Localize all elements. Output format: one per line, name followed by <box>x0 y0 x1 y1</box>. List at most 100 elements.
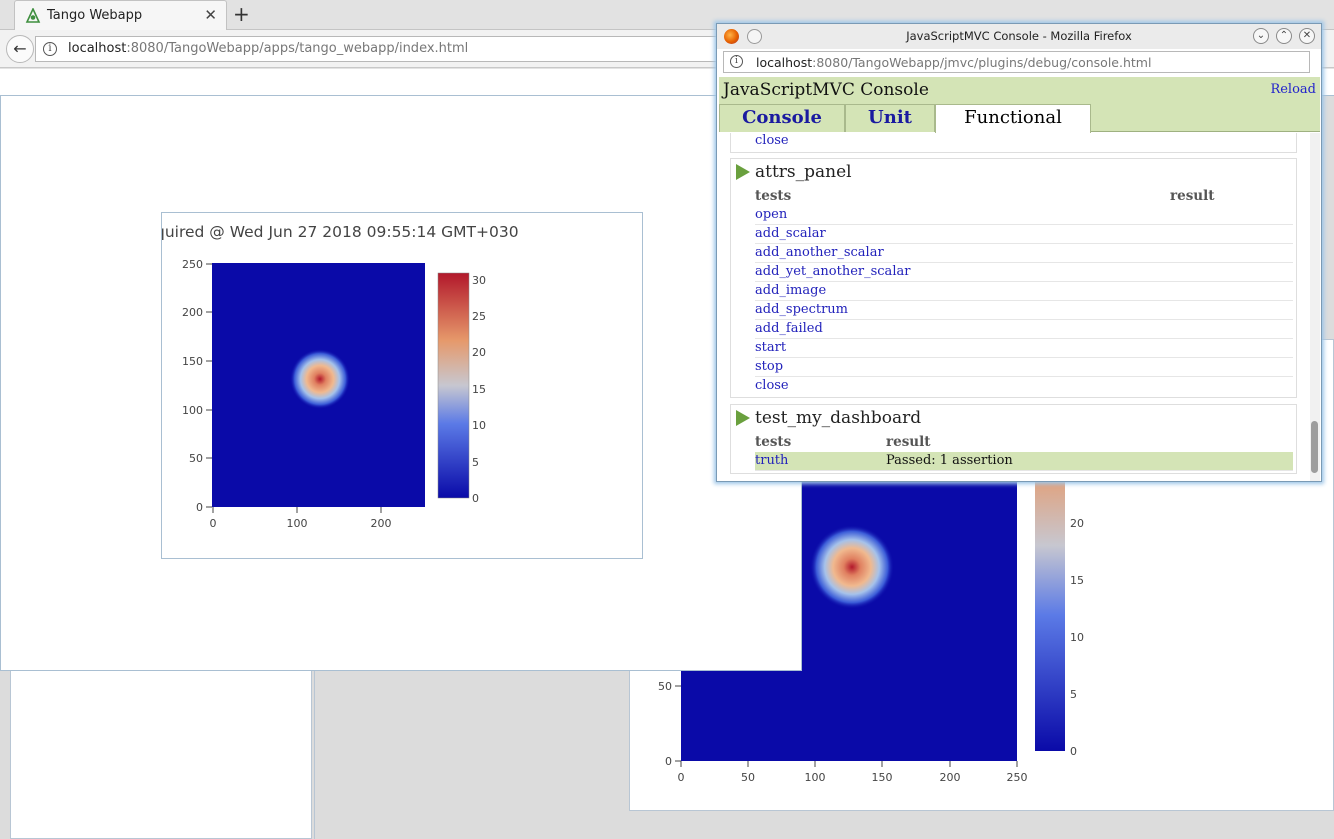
tab-close-icon[interactable]: ✕ <box>204 6 217 24</box>
test-row[interactable]: add_failed <box>755 320 1293 339</box>
x-tick-100: 100 <box>287 517 308 530</box>
play-icon[interactable] <box>736 164 750 180</box>
console-header: JavaScriptMVC Console Reload <box>719 77 1320 104</box>
test-row[interactable]: add_another_scalar <box>755 244 1293 263</box>
test-row[interactable]: close <box>755 133 1293 151</box>
y-tick-200: 200 <box>182 306 203 319</box>
image-plot: quired @ Wed Jun 27 2018 09:55:14 GMT+03… <box>161 212 643 559</box>
bg-x-tick-50: 50 <box>741 771 755 784</box>
test-row[interactable]: open <box>755 206 1293 225</box>
plot-title: quired @ Wed Jun 27 2018 09:55:14 GMT+03… <box>161 223 519 241</box>
test-row[interactable]: add_yet_another_scalar <box>755 263 1293 282</box>
test-name[interactable]: close <box>755 378 789 393</box>
minimize-icon[interactable]: ⌄ <box>1253 28 1269 44</box>
y-tick-50: 50 <box>189 452 203 465</box>
console-title: JavaScriptMVC Console <box>723 80 929 100</box>
background-colorbar-ticks: 20 15 10 5 0 <box>1070 517 1084 758</box>
colorbar <box>437 272 470 499</box>
bg-cbar-tick-15: 15 <box>1070 574 1084 587</box>
test-name[interactable]: open <box>755 207 788 222</box>
console-titlebar: JavaScriptMVC Console - Mozilla Firefox … <box>717 24 1321 49</box>
tab-functional[interactable]: Functional <box>935 104 1091 133</box>
background-x-axis: 0 50 100 150 200 250 <box>678 761 1028 784</box>
y-tick-250: 250 <box>182 258 203 271</box>
scrollbar-thumb[interactable] <box>1311 421 1318 473</box>
y-tick-0: 0 <box>196 501 203 514</box>
test-name[interactable]: start <box>755 340 787 355</box>
col-tests: tests <box>755 434 792 450</box>
cbar-tick-15: 15 <box>472 383 486 396</box>
test-name[interactable]: add_image <box>755 283 827 298</box>
console-site-info-icon[interactable]: i <box>730 55 743 68</box>
cbar-tick-10: 10 <box>472 419 486 432</box>
tab-unit[interactable]: Unit <box>845 104 935 132</box>
suite-name: attrs_panel <box>755 162 852 182</box>
tab-title: Tango Webapp <box>47 8 143 23</box>
test-name[interactable]: stop <box>755 359 784 374</box>
background-y-axis: 50 0 <box>658 680 681 768</box>
tab-bar: Tango Webapp ✕ + <box>0 0 1334 30</box>
test-name[interactable]: add_another_scalar <box>755 245 884 260</box>
y-tick-150: 150 <box>182 355 203 368</box>
test-name[interactable]: add_yet_another_scalar <box>755 264 911 279</box>
url-host: localhost <box>68 41 127 56</box>
cbar-tick-5: 5 <box>472 456 479 469</box>
test-row[interactable]: add_spectrum <box>755 301 1293 320</box>
colorbar-ticks: 30 25 20 15 10 5 0 <box>472 274 486 505</box>
test-name[interactable]: add_scalar <box>755 226 826 241</box>
console-url-text: localhost:8080/TangoWebapp/jmvc/plugins/… <box>756 55 1151 70</box>
col-tests: tests <box>755 188 792 204</box>
url-bar[interactable]: i localhost:8080/TangoWebapp/apps/tango_… <box>35 36 755 62</box>
suite-attrs-panel: attrs_panel tests result open add_scalar… <box>730 158 1297 398</box>
console-url-bar[interactable]: i localhost:8080/TangoWebapp/jmvc/plugin… <box>723 51 1310 73</box>
bg-x-tick-250: 250 <box>1007 771 1028 784</box>
test-name[interactable]: add_failed <box>755 321 823 336</box>
bg-cbar-tick-20: 20 <box>1070 517 1084 530</box>
console-tabs: Console Unit Functional <box>719 104 1320 133</box>
test-row[interactable]: truth Passed: 1 assertion <box>755 452 1293 471</box>
url-path: :8080/TangoWebapp/apps/tango_webapp/inde… <box>126 41 469 56</box>
test-name-close[interactable]: close <box>755 133 789 148</box>
tab-tango-webapp[interactable]: Tango Webapp ✕ <box>14 0 227 30</box>
test-row[interactable]: add_image <box>755 282 1293 301</box>
test-row[interactable]: add_scalar <box>755 225 1293 244</box>
plot-dialog: quired @ Wed Jun 27 2018 09:55:14 GMT+03… <box>0 95 802 671</box>
bg-x-tick-100: 100 <box>805 771 826 784</box>
panel-divider <box>314 669 315 839</box>
site-info-icon[interactable]: i <box>43 42 57 56</box>
x-tick-200: 200 <box>371 517 392 530</box>
cbar-tick-25: 25 <box>472 310 486 323</box>
test-row[interactable]: stop <box>755 358 1293 377</box>
close-window-icon[interactable]: ✕ <box>1299 28 1315 44</box>
new-tab-button[interactable]: + <box>233 2 250 26</box>
col-result: result <box>886 434 931 450</box>
bg-x-tick-0: 0 <box>678 771 685 784</box>
console-url-path: :8080/TangoWebapp/jmvc/plugins/debug/con… <box>812 55 1152 70</box>
cbar-tick-20: 20 <box>472 346 486 359</box>
tab-console[interactable]: Console <box>719 104 845 132</box>
window-menu-icon[interactable] <box>747 29 762 44</box>
console-url-host: localhost <box>756 55 813 70</box>
console-scrollbar[interactable] <box>1310 133 1320 481</box>
play-icon[interactable] <box>736 410 750 426</box>
bg-cbar-tick-5: 5 <box>1070 688 1077 701</box>
bg-cbar-tick-0: 0 <box>1070 745 1077 758</box>
test-row[interactable]: start <box>755 339 1293 358</box>
back-button[interactable]: ← <box>6 35 34 63</box>
x-tick-0: 0 <box>210 517 217 530</box>
maximize-icon[interactable]: ⌃ <box>1276 28 1292 44</box>
left-panel <box>10 669 312 839</box>
y-axis: 250 200 150 100 50 0 <box>182 258 212 514</box>
test-name[interactable]: add_spectrum <box>755 302 848 317</box>
test-row[interactable]: close <box>755 377 1293 396</box>
test-name[interactable]: truth <box>755 453 789 468</box>
cbar-tick-0: 0 <box>472 492 479 505</box>
background-heatmap-peak <box>810 525 894 609</box>
suite-name: test_my_dashboard <box>755 408 922 428</box>
firefox-icon <box>724 29 739 44</box>
reload-link[interactable]: Reload <box>1270 82 1316 97</box>
cbar-tick-30: 30 <box>472 274 486 287</box>
tango-logo-icon <box>25 7 41 24</box>
x-axis: 0 100 200 <box>210 507 392 530</box>
bg-y-tick-50: 50 <box>658 680 672 693</box>
